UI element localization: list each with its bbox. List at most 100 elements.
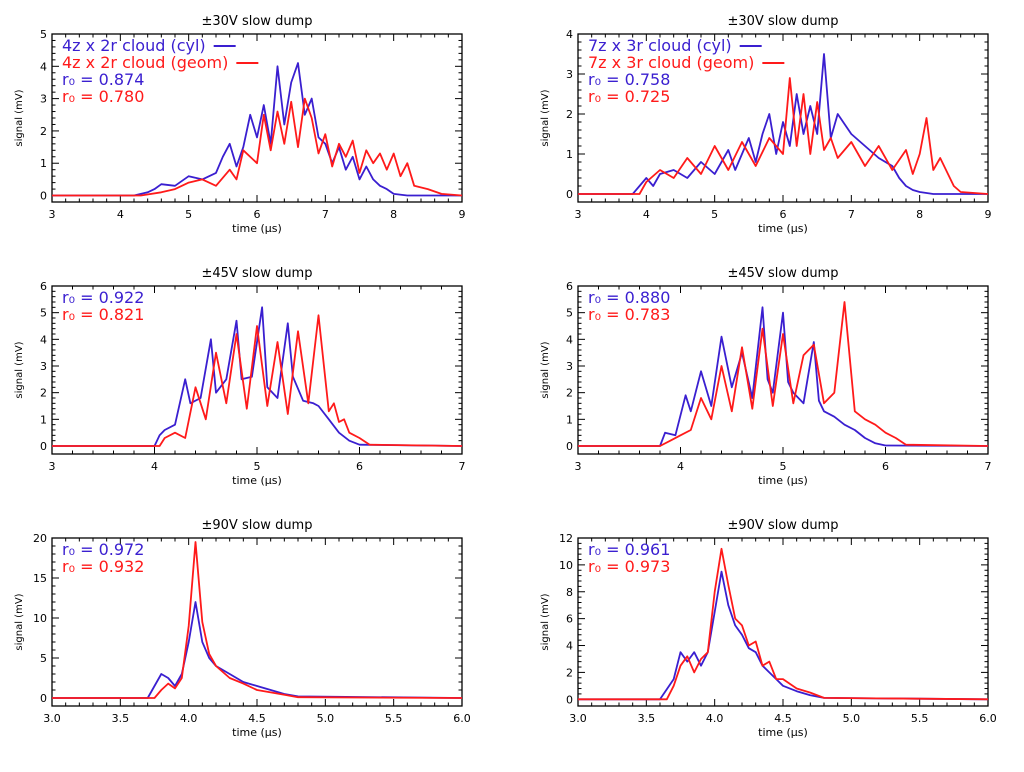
legend-entry-blue: r₀ = 0.922 xyxy=(62,288,144,307)
y-tick-label: 2 xyxy=(566,108,573,121)
x-tick-label: 3 xyxy=(575,208,582,221)
x-tick-label: 3.0 xyxy=(43,712,61,725)
chart-panel-1: ±30V slow dump 3 4 5 6 7 8 9 0 1 2 3 4 5 time (μs) sign… xyxy=(14,14,466,235)
x-axis-label: time (μs) xyxy=(232,222,282,235)
y-tick-label: 4 xyxy=(40,60,47,73)
legend-entry-red: r₀ = 0.932 xyxy=(62,557,144,576)
series-line-red xyxy=(578,301,988,447)
x-axis-label: time (μs) xyxy=(758,726,808,739)
y-tick-label: 3 xyxy=(566,68,573,81)
x-tick-label: 4.5 xyxy=(774,712,792,725)
y-tick-label: 0 xyxy=(40,440,47,453)
y-tick-label: 1 xyxy=(566,413,573,426)
x-axis-label: time (μs) xyxy=(232,726,282,739)
chart-title: ±90V slow dump xyxy=(728,518,839,533)
x-tick-label: 5.0 xyxy=(843,712,861,725)
y-tick-label: 2 xyxy=(566,666,573,679)
chart-title: ±90V slow dump xyxy=(202,518,313,533)
y-axis-label: signal (mV) xyxy=(540,593,551,650)
y-tick-label: 6 xyxy=(566,280,573,293)
y-tick-label: 10 xyxy=(559,559,573,572)
y-tick-label: 12 xyxy=(559,532,573,545)
legend-entry-blue: r₀ = 0.874 xyxy=(62,70,144,89)
legend-entry-red: r₀ = 0.783 xyxy=(588,305,670,324)
x-tick-label: 3 xyxy=(49,460,56,473)
x-tick-label: 4 xyxy=(677,460,684,473)
x-tick-label: 8 xyxy=(916,208,923,221)
x-tick-label: 6 xyxy=(780,208,787,221)
chart-title: ±45V slow dump xyxy=(202,266,313,281)
x-tick-label: 3 xyxy=(575,460,582,473)
chart-panel-3: ±45V slow dump 3 4 5 6 7 0 1 2 3 4 5 6 time (μs) signa… xyxy=(14,266,466,487)
x-tick-label: 5 xyxy=(711,208,718,221)
y-axis-label: signal (mV) xyxy=(14,89,25,146)
x-tick-label: 4.0 xyxy=(180,712,198,725)
x-tick-label: 6 xyxy=(254,208,261,221)
y-tick-label: 4 xyxy=(40,333,47,346)
chart-panel-2: ±30V slow dump 3 4 5 6 7 8 9 0 1 2 3 4 time (μs) signa… xyxy=(540,14,992,235)
x-tick-label: 5 xyxy=(780,460,787,473)
x-tick-label: 8 xyxy=(390,208,397,221)
x-tick-label: 3.0 xyxy=(569,712,587,725)
legend-entry-red: r₀ = 0.821 xyxy=(62,305,144,324)
y-tick-label: 5 xyxy=(40,652,47,665)
y-tick-label: 1 xyxy=(566,148,573,161)
y-tick-label: 4 xyxy=(566,28,573,41)
x-tick-label: 7 xyxy=(322,208,329,221)
y-tick-label: 6 xyxy=(40,280,47,293)
legend-entry-blue: 7z x 3r cloud (cyl) xyxy=(588,36,732,55)
x-tick-label: 4 xyxy=(643,208,650,221)
x-tick-label: 9 xyxy=(985,208,992,221)
series-line-red xyxy=(578,547,988,701)
series-line-red xyxy=(52,314,462,447)
series-line-blue xyxy=(52,62,462,197)
y-axis-label: signal (mV) xyxy=(14,341,25,398)
series-line-blue xyxy=(52,601,462,699)
series-line-red xyxy=(578,77,988,195)
y-tick-label: 0 xyxy=(566,440,573,453)
x-tick-label: 6 xyxy=(882,460,889,473)
legend-entry-red: 4z x 2r cloud (geom) xyxy=(62,53,228,72)
x-tick-label: 6.0 xyxy=(453,712,471,725)
x-tick-label: 3.5 xyxy=(638,712,656,725)
legend-entry-red: r₀ = 0.725 xyxy=(588,87,670,106)
y-tick-label: 5 xyxy=(566,307,573,320)
x-tick-label: 5.5 xyxy=(911,712,929,725)
x-axis-label: time (μs) xyxy=(232,474,282,487)
chart-panel-5: ±90V slow dump 3.0 3.5 4.0 4.5 5.0 5.5 6.0 0 5 10 1… xyxy=(14,518,471,739)
legend-entry-blue: 4z x 2r cloud (cyl) xyxy=(62,36,206,55)
series-line-blue xyxy=(578,306,988,447)
legend-entry-blue: r₀ = 0.758 xyxy=(588,70,670,89)
y-tick-label: 6 xyxy=(566,613,573,626)
series-line-blue xyxy=(52,306,462,447)
y-tick-label: 3 xyxy=(566,360,573,373)
y-tick-label: 1 xyxy=(40,413,47,426)
x-tick-label: 3 xyxy=(49,208,56,221)
x-tick-label: 4.5 xyxy=(248,712,266,725)
legend-entry-red: r₀ = 0.973 xyxy=(588,557,670,576)
x-tick-label: 4 xyxy=(151,460,158,473)
x-tick-label: 6.0 xyxy=(979,712,997,725)
y-tick-label: 5 xyxy=(40,28,47,41)
y-tick-label: 0 xyxy=(566,693,573,706)
y-tick-label: 2 xyxy=(40,125,47,138)
y-tick-label: 20 xyxy=(33,532,47,545)
chart-title: ±30V slow dump xyxy=(202,14,313,29)
y-tick-label: 0 xyxy=(566,188,573,201)
y-tick-label: 4 xyxy=(566,640,573,653)
legend-entry-red: 7z x 3r cloud (geom) xyxy=(588,53,754,72)
x-tick-label: 6 xyxy=(356,460,363,473)
y-axis-label: signal (mV) xyxy=(14,593,25,650)
series-line-red xyxy=(52,97,462,197)
legend-entry-blue: r₀ = 0.961 xyxy=(588,540,670,559)
y-tick-label: 15 xyxy=(33,572,47,585)
y-tick-label: 2 xyxy=(566,387,573,400)
x-tick-label: 7 xyxy=(848,208,855,221)
x-tick-label: 5.0 xyxy=(317,712,335,725)
chart-title: ±30V slow dump xyxy=(728,14,839,29)
x-tick-label: 9 xyxy=(459,208,466,221)
legend-entry-blue: r₀ = 0.880 xyxy=(588,288,670,307)
x-tick-label: 5 xyxy=(254,460,261,473)
